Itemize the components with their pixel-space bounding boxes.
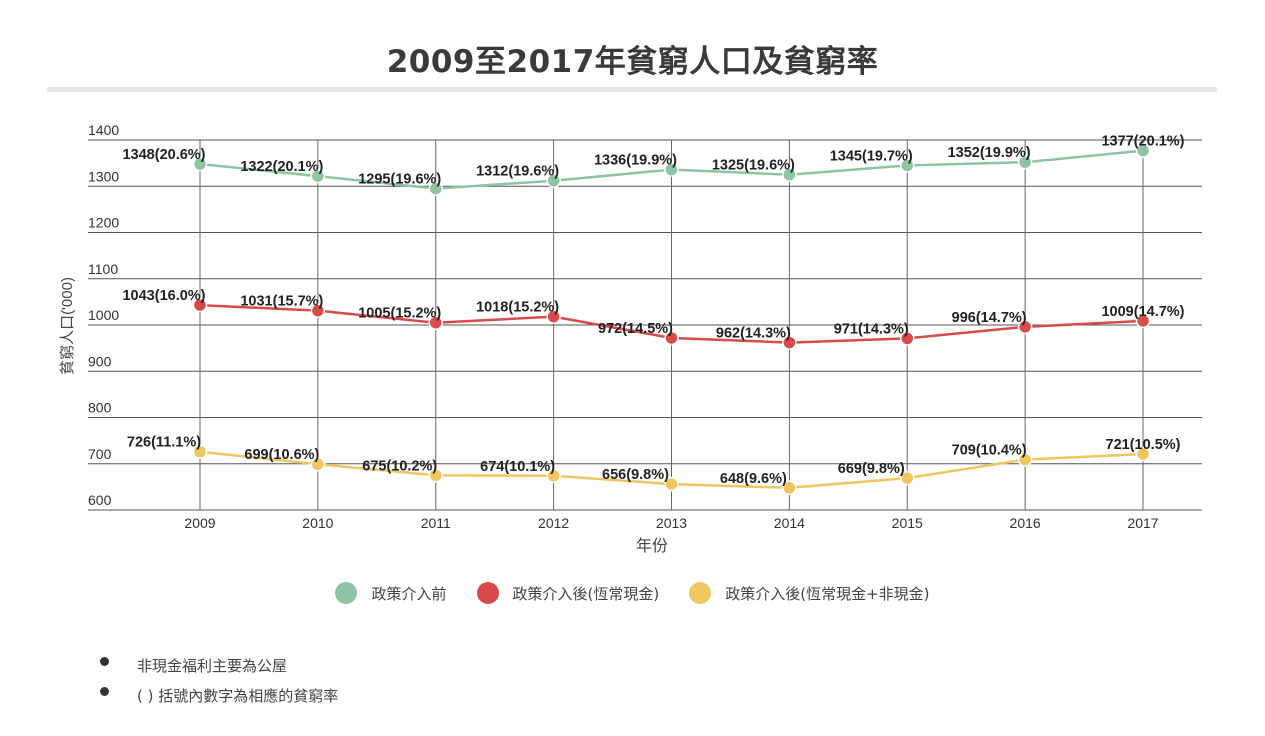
footnote-item: ( ) 括號內數字為相應的貧窮率 (100, 680, 338, 710)
y-tick-label: 800 (88, 400, 112, 416)
legend-label: 政策介入前 (371, 584, 447, 603)
data-point (664, 330, 679, 346)
data-label: 1312(19.6%) (476, 164, 559, 180)
line-chart: 600 700 800 900 1000 1100 1200 1300 1400 2009 2010… (59, 122, 1202, 555)
data-label: 1031(15.7%) (240, 294, 323, 310)
data-point (1135, 143, 1151, 158)
y-axis-label: 貧窮人口('000) (59, 277, 76, 375)
data-label: 721(10.5%) (1106, 437, 1181, 453)
footnote-text: ( ) 括號內數字為相應的貧窮率 (137, 686, 339, 705)
data-label: 1352(19.9%) (948, 145, 1031, 161)
data-point (310, 168, 326, 184)
data-point (1017, 452, 1033, 467)
data-point (428, 315, 443, 330)
y-tick-label: 1300 (88, 168, 119, 184)
data-label: 972(14.5%) (598, 321, 673, 337)
data-label: 1377(20.1%) (1101, 134, 1184, 150)
chart-title: 2009至2017年貧窮人口及貧窮率 (386, 44, 879, 80)
legend-swatch (689, 582, 712, 604)
legend-item-before: 政策介入前 (335, 582, 447, 604)
data-point (782, 480, 797, 496)
data-point (1135, 446, 1151, 462)
data-point (1017, 154, 1033, 170)
data-label: 1325(19.6%) (712, 158, 795, 174)
legend-swatch (335, 582, 358, 604)
x-tick-label: 2011 (421, 515, 451, 531)
data-label: 1348(20.6%) (122, 147, 205, 163)
data-label: 709(10.4%) (952, 443, 1027, 459)
data-label: 1336(19.9%) (594, 153, 677, 169)
data-point (428, 468, 443, 483)
legend-label: 政策介入後(恆常現金+非現金) (725, 584, 930, 603)
data-label: 1009(14.7%) (1101, 304, 1184, 320)
data-point (782, 167, 797, 182)
data-point (900, 158, 915, 173)
data-point (782, 335, 797, 350)
data-point (900, 470, 915, 486)
data-point (310, 456, 326, 472)
legend-swatch (476, 582, 499, 604)
data-label: 699(10.6%) (244, 447, 319, 463)
legend-item-cash-noncash: 政策介入後(恆常現金+非現金) (689, 582, 930, 604)
bullet-icon (100, 656, 109, 666)
data-labels: 1348(20.6%) 1322(20.1%) 1295(19.6%) 1312(19… (122, 134, 1184, 487)
grid-lines (88, 139, 1202, 511)
legend: 政策介入前 政策介入後(恆常現金) 政策介入後(恆常現金+非現金) (0, 582, 1265, 604)
y-tick-label: 600 (88, 492, 112, 508)
footnote-item: 非現金福利主要為公屋 (100, 650, 338, 680)
y-tick-label: 1400 (88, 122, 119, 138)
y-tick-label: 900 (88, 353, 112, 369)
data-label: 726(11.1%) (127, 435, 201, 451)
data-point (546, 468, 561, 484)
x-axis-label: 年份 (636, 537, 668, 555)
data-point (664, 476, 679, 492)
data-point (192, 297, 208, 313)
bullet-icon (100, 686, 109, 696)
data-label: 674(10.1%) (480, 459, 555, 475)
x-tick-label: 2013 (656, 515, 687, 531)
data-label: 656(9.8%) (602, 467, 669, 483)
y-tick-label: 700 (88, 446, 112, 462)
x-tick-label: 2017 (1127, 515, 1158, 531)
data-point (664, 162, 679, 177)
data-label: 971(14.3%) (834, 321, 909, 337)
legend-item-cash: 政策介入後(恆常現金) (476, 582, 660, 604)
title-divider (47, 87, 1217, 92)
legend-label: 政策介入後(恆常現金) (512, 584, 660, 603)
data-point (546, 173, 561, 188)
data-label: 962(14.3%) (716, 326, 791, 342)
x-tick-label: 2009 (184, 515, 215, 531)
data-label: 648(9.6%) (720, 471, 787, 487)
data-label: 1043(16.0%) (122, 288, 205, 304)
data-label: 1018(15.2%) (476, 300, 559, 316)
y-tick-label: 1100 (88, 261, 118, 277)
footnote-text: 非現金福利主要為公屋 (137, 656, 288, 675)
data-point (546, 309, 561, 324)
data-label: 1345(19.7%) (830, 148, 913, 164)
footnotes: 非現金福利主要為公屋 ( ) 括號內數字為相應的貧窮率 (100, 650, 338, 710)
data-point (428, 181, 443, 196)
data-label: 1322(20.1%) (240, 159, 323, 175)
data-point (900, 331, 915, 346)
data-point (1135, 313, 1151, 329)
data-point (192, 156, 208, 172)
data-label: 996(14.7%) (952, 310, 1027, 326)
data-label: 1295(19.6%) (358, 172, 441, 188)
axes: 600 700 800 900 1000 1100 1200 1300 1400 2009 2010… (88, 122, 1159, 531)
data-label: 669(9.8%) (838, 461, 905, 477)
series (192, 143, 1151, 496)
x-tick-label: 2015 (892, 515, 923, 531)
y-tick-label: 1200 (88, 215, 119, 231)
y-tick-label: 1000 (88, 307, 119, 323)
x-tick-label: 2016 (1010, 515, 1041, 531)
x-tick-label: 2012 (538, 515, 569, 531)
data-point (310, 303, 326, 318)
data-label: 1005(15.2%) (358, 306, 441, 322)
data-label: 675(10.2%) (362, 458, 437, 474)
data-point (192, 444, 208, 459)
data-point (1017, 319, 1033, 335)
x-tick-label: 2010 (302, 515, 333, 531)
x-tick-label: 2014 (774, 515, 805, 531)
